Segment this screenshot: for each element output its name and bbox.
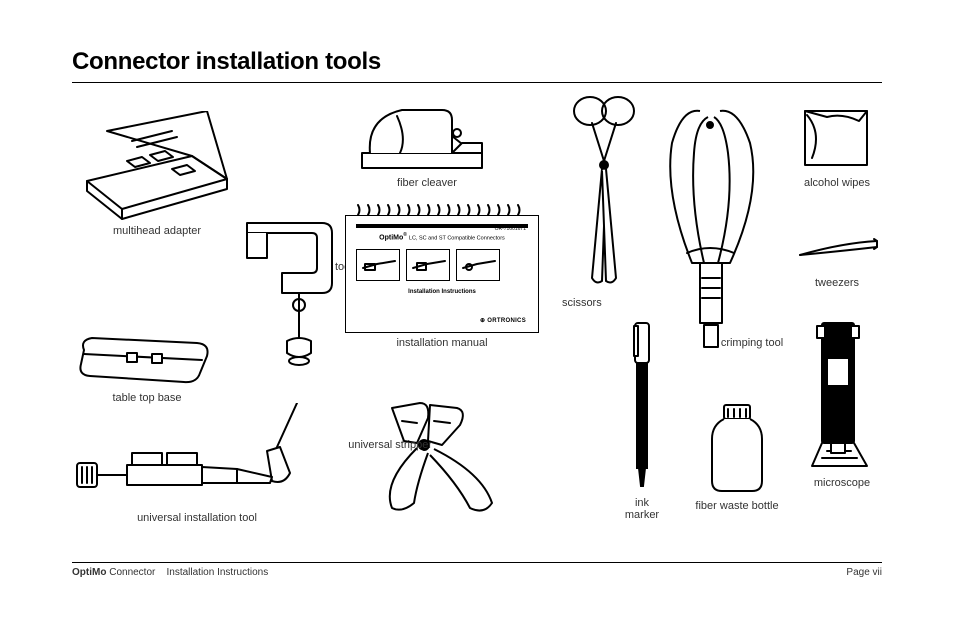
multihead-adapter: multihead adapter <box>72 111 242 237</box>
universal-stripper-icon <box>362 393 537 518</box>
manual-title: OptiMo® LC, SC and ST Compatible Connect… <box>356 232 528 241</box>
tool-clamp-icon <box>227 213 357 373</box>
fiber-cleaver: fiber cleaver <box>352 98 502 189</box>
manual-title-brand: OptiMo <box>379 234 403 241</box>
fiber-waste-bottle-label: fiber waste bottle <box>687 500 787 512</box>
universal-installation-tool-icon <box>72 403 322 508</box>
ink-marker-label: ink marker <box>617 497 667 521</box>
table-top-base: table top base <box>72 328 222 404</box>
tweezers-icon <box>792 233 882 273</box>
manual-title-rest: LC, SC and ST Compatible Connectors <box>409 235 505 241</box>
crimping-tool: crimping tool <box>652 103 782 373</box>
manual-thumb-1 <box>356 249 400 281</box>
footer: OptiMo Connector Installation Instructio… <box>72 562 882 578</box>
footer-doc: Installation Instructions <box>166 567 268 578</box>
manual-spiral-icon <box>342 203 542 215</box>
footer-brand: OptiMo <box>72 567 106 578</box>
universal-installation-tool: universal installation tool <box>72 403 322 524</box>
multihead-adapter-label: multihead adapter <box>72 225 242 237</box>
alcohol-wipes: alcohol wipes <box>792 103 882 189</box>
scissors: scissors <box>562 93 647 309</box>
page: Connector installation tools multihead a… <box>72 48 882 578</box>
alcohol-wipes-label: alcohol wipes <box>792 177 882 189</box>
installation-manual: OR-71601671 OptiMo® LC, SC and ST Compat… <box>342 203 542 349</box>
manual-brand: ⊕ ORTRONICS <box>480 317 526 324</box>
fiber-waste-bottle-icon <box>702 401 772 496</box>
crimping-tool-label: crimping tool <box>702 337 802 349</box>
table-top-base-icon <box>72 328 222 388</box>
universal-installation-tool-label: universal installation tool <box>72 512 322 524</box>
tools-canvas: multihead adapter tool clamp table top <box>72 93 882 523</box>
installation-manual-label: installation manual <box>342 337 542 349</box>
tweezers: tweezers <box>792 233 882 289</box>
manual-section: Installation Instructions <box>356 289 528 295</box>
manual-thumb-3 <box>456 249 500 281</box>
manual-thumb-2 <box>406 249 450 281</box>
fiber-cleaver-label: fiber cleaver <box>352 177 502 189</box>
scissors-icon <box>562 93 647 293</box>
universal-stripper: universal stripper <box>362 393 537 518</box>
footer-left: OptiMo Connector Installation Instructio… <box>72 567 268 578</box>
microscope-label: microscope <box>802 477 882 489</box>
universal-stripper-label: universal stripper <box>322 439 432 451</box>
page-title: Connector installation tools <box>72 48 882 83</box>
fiber-cleaver-icon <box>352 98 502 173</box>
fiber-waste-bottle: fiber waste bottle <box>687 401 787 512</box>
manual-cover: OR-71601671 OptiMo® LC, SC and ST Compat… <box>345 215 539 333</box>
scissors-label: scissors <box>562 297 647 309</box>
tweezers-label: tweezers <box>792 277 882 289</box>
crimping-tool-icon <box>652 103 782 373</box>
tool-clamp: tool clamp <box>227 213 357 373</box>
microscope: microscope <box>802 318 882 489</box>
microscope-icon <box>807 318 877 473</box>
footer-product: Connector <box>109 567 155 578</box>
multihead-adapter-icon <box>72 111 242 221</box>
manual-part-number: OR-71601671 <box>495 226 526 232</box>
manual-thumbnails <box>356 249 528 281</box>
alcohol-wipes-icon <box>797 103 877 173</box>
footer-page: Page vii <box>846 567 882 578</box>
